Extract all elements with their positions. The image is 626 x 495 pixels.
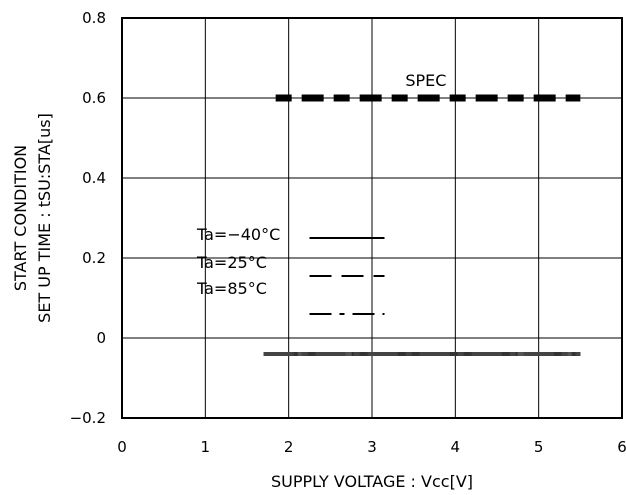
y-tick-label: 0 bbox=[96, 329, 106, 347]
y-tick-label: 0.4 bbox=[82, 169, 106, 187]
x-tick-label: 5 bbox=[534, 438, 544, 456]
x-tick-label: 1 bbox=[201, 438, 211, 456]
x-tick-label: 6 bbox=[617, 438, 626, 456]
y-axis-title-line-1: START CONDITION bbox=[11, 145, 30, 291]
spec-label: SPEC bbox=[405, 71, 446, 90]
x-tick-labels: 0 1 2 3 4 5 6 bbox=[117, 438, 626, 456]
legend-label-2: Ta=25°C bbox=[196, 253, 267, 272]
legend-label-3: Ta=85°C bbox=[196, 279, 267, 298]
y-tick-label: 0.6 bbox=[82, 89, 106, 107]
y-axis-title-line-2: SET UP TIME : tSU:STA[us] bbox=[35, 113, 54, 323]
y-tick-label: 0.2 bbox=[82, 249, 106, 267]
x-tick-label: 2 bbox=[284, 438, 294, 456]
legend-label-1: Ta=−40°C bbox=[196, 225, 280, 244]
x-tick-label: 0 bbox=[117, 438, 127, 456]
x-tick-label: 3 bbox=[367, 438, 377, 456]
x-axis-title: SUPPLY VOLTAGE : Vcc[V] bbox=[271, 472, 473, 491]
legend: Ta=−40°C Ta=25°C Ta=85°C bbox=[196, 225, 385, 315]
grid bbox=[122, 18, 622, 418]
y-tick-label: −0.2 bbox=[70, 409, 106, 427]
y-tick-labels: −0.2 0 0.2 0.4 0.6 0.8 bbox=[70, 9, 106, 427]
x-tick-label: 4 bbox=[451, 438, 461, 456]
plot-frame bbox=[121, 17, 623, 419]
y-tick-label: 0.8 bbox=[82, 9, 106, 27]
